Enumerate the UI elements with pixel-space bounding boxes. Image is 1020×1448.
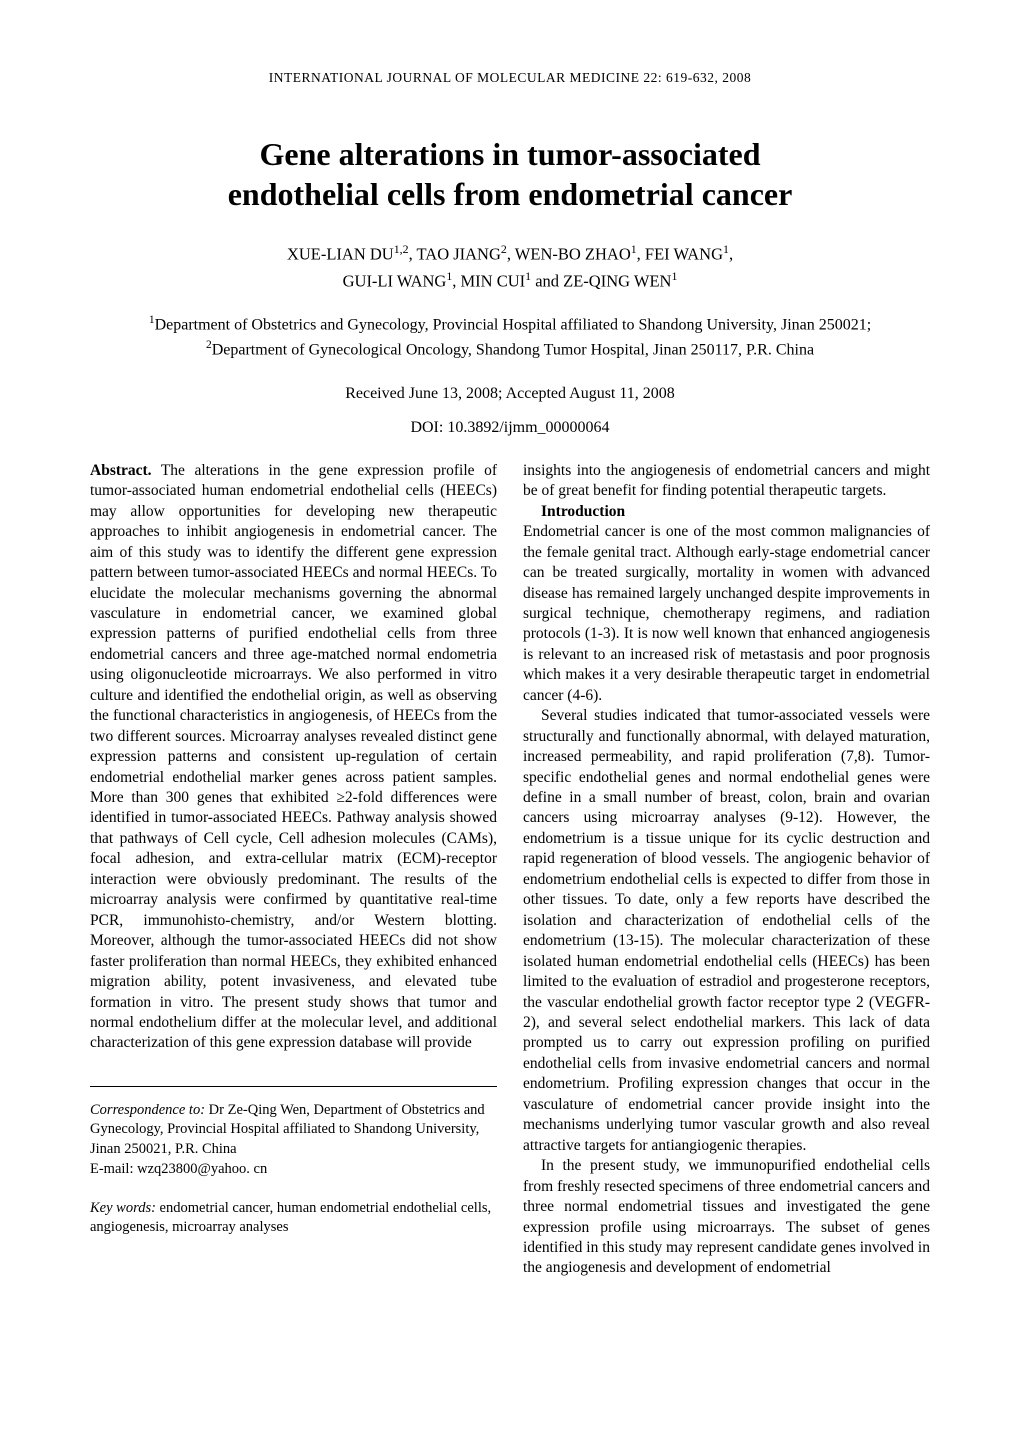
sep-4: , <box>729 245 733 264</box>
author-list: XUE-LIAN DU1,2, TAO JIANG2, WEN-BO ZHAO1… <box>90 240 930 294</box>
sep-1: , TAO JIANG <box>409 245 501 264</box>
affil-2-text: Department of Gynecological Oncology, Sh… <box>212 342 814 359</box>
title-line-2: endothelial cells from endometrial cance… <box>228 176 793 212</box>
introduction-heading: Introduction <box>523 502 930 522</box>
sep-6: and ZE-QING WEN <box>531 272 671 291</box>
page: INTERNATIONAL JOURNAL OF MOLECULAR MEDIC… <box>0 0 1020 1448</box>
article-title: Gene alterations in tumor-associated end… <box>90 134 930 214</box>
author-5: GUI-LI WANG <box>343 272 447 291</box>
sep-5: , MIN CUI <box>452 272 525 291</box>
correspondence-footer: Correspondence to: Dr Ze-Qing Wen, Depar… <box>90 1086 497 1238</box>
correspondence-email: E-mail: wzq23800@yahoo. cn <box>90 1161 267 1177</box>
running-head: INTERNATIONAL JOURNAL OF MOLECULAR MEDIC… <box>90 70 930 86</box>
intro-paragraph-1: Endometrial cancer is one of the most co… <box>523 522 930 706</box>
author-1-affil: 1,2 <box>394 242 409 256</box>
article-doi: DOI: 10.3892/ijmm_00000064 <box>90 419 930 437</box>
intro-paragraph-2: Several studies indicated that tumor-ass… <box>523 706 930 1156</box>
author-7-affil: 1 <box>671 269 677 283</box>
affil-1-text: Department of Obstetrics and Gynecology,… <box>155 316 872 333</box>
correspondence-label: Correspondence to: <box>90 1102 205 1118</box>
intro-paragraph-3: In the present study, we immunopurified … <box>523 1156 930 1279</box>
article-dates: Received June 13, 2008; Accepted August … <box>90 385 930 403</box>
affiliations: 1Department of Obstetrics and Gynecology… <box>90 312 930 363</box>
body-columns: Abstract. The alterations in the gene ex… <box>90 461 930 1279</box>
abstract-body: The alterations in the gene expression p… <box>90 462 497 1052</box>
sep-3: , FEI WANG <box>637 245 723 264</box>
author-1: XUE-LIAN DU <box>287 245 394 264</box>
correspondence-block: Correspondence to: Dr Ze-Qing Wen, Depar… <box>90 1101 497 1238</box>
keywords-label: Key words: <box>90 1200 156 1216</box>
sep-2: , WEN-BO ZHAO <box>507 245 631 264</box>
abstract-label: Abstract. <box>90 462 152 479</box>
title-line-1: Gene alterations in tumor-associated <box>260 136 761 172</box>
abstract-paragraph: Abstract. The alterations in the gene ex… <box>90 461 497 1054</box>
footer-rule <box>90 1086 497 1087</box>
abstract-continuation: insights into the angiogenesis of endome… <box>523 461 930 502</box>
